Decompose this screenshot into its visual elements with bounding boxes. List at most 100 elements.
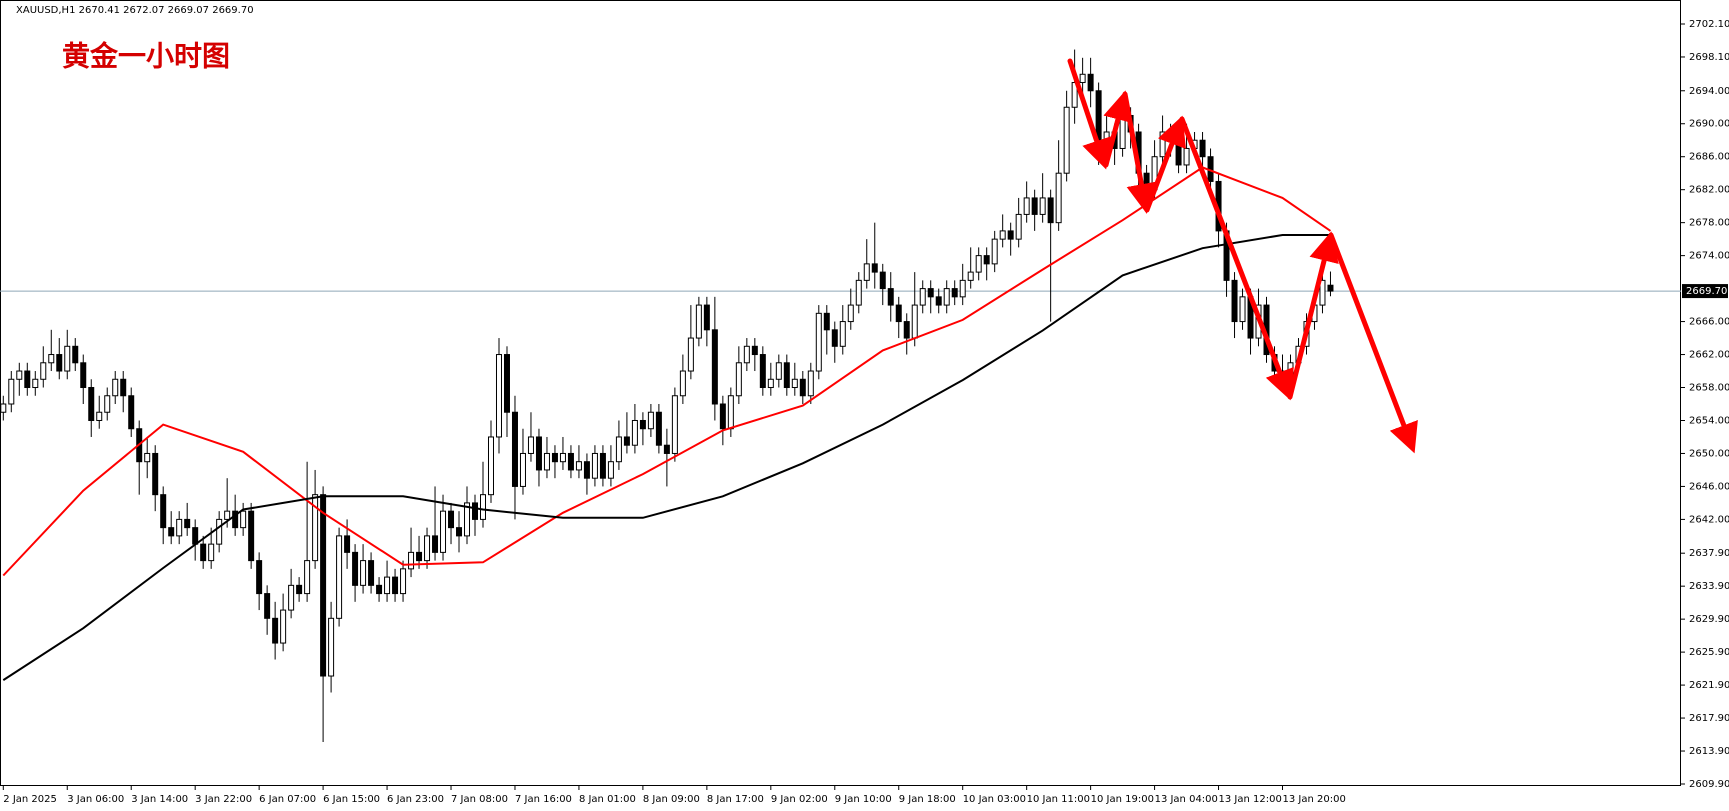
candle-body	[951, 288, 958, 298]
candle-body	[1119, 114, 1126, 149]
arrow	[1122, 91, 1157, 214]
candle-body	[192, 527, 199, 545]
candle-body	[639, 419, 646, 430]
candle-body	[927, 288, 934, 298]
arrow	[1328, 232, 1418, 454]
candle-body	[967, 271, 974, 281]
candle-body	[296, 584, 303, 595]
candle-body	[887, 288, 894, 306]
ma-line	[2, 166, 1332, 577]
candle-body	[400, 568, 407, 595]
candle-body	[168, 527, 175, 537]
candle-body	[304, 560, 311, 595]
candle-body	[184, 518, 191, 529]
candle-body	[224, 510, 231, 520]
price-label-box	[1682, 284, 1728, 299]
candle-body	[32, 378, 39, 389]
candle-body	[1079, 73, 1086, 84]
candle-body	[152, 452, 159, 496]
candle-body	[863, 263, 870, 281]
candle-body	[823, 312, 830, 331]
candle-body	[487, 436, 494, 496]
arrow	[1067, 58, 1111, 170]
candle-body	[48, 354, 55, 364]
candle-body	[847, 304, 854, 323]
candle-body	[599, 452, 606, 479]
candle-body	[264, 593, 271, 619]
candle-body	[871, 263, 878, 273]
x-tick-label: 9 Jan 02:00	[771, 794, 828, 805]
y-tick-label: 2633.90	[1689, 581, 1729, 592]
candle-body	[839, 321, 846, 347]
x-tick-label: 3 Jan 06:00	[67, 794, 124, 805]
x-tick-label: 10 Jan 19:00	[1091, 794, 1154, 805]
candle-body	[743, 345, 750, 364]
candle-body	[352, 551, 359, 586]
candle-body	[855, 279, 862, 306]
y-tick-label: 2662.00	[1689, 350, 1729, 361]
candle-body	[511, 411, 518, 487]
candle-body	[464, 502, 471, 537]
x-tick-label: 13 Jan 20:00	[1283, 794, 1346, 805]
candle-body	[775, 362, 782, 380]
candle-body	[8, 378, 15, 405]
candle-body	[615, 436, 622, 463]
candle-body	[735, 362, 742, 397]
x-tick-label: 10 Jan 11:00	[1027, 794, 1090, 805]
x-tick-label: 7 Jan 16:00	[515, 794, 572, 805]
candle-body	[1047, 197, 1054, 224]
candle-body	[24, 370, 31, 389]
y-tick-label: 2702.10	[1689, 19, 1729, 30]
candle-body	[671, 395, 678, 454]
candle-body	[248, 510, 255, 562]
candle-body	[919, 288, 926, 306]
arrows	[1067, 58, 1418, 454]
candle-body	[392, 576, 399, 595]
candle-body	[583, 461, 590, 479]
candle-body	[1063, 106, 1070, 174]
chart-header: XAUUSD,H1 2670.41 2672.07 2669.07 2669.7…	[16, 5, 254, 16]
candle-body	[703, 304, 710, 331]
candle-body	[1039, 197, 1046, 215]
arrow	[1144, 115, 1186, 213]
candle-body	[1031, 197, 1038, 215]
candle-body	[1087, 73, 1094, 92]
y-tick-label: 2625.90	[1689, 647, 1729, 658]
candle-body	[240, 510, 247, 529]
y-tick-label: 2654.00	[1689, 415, 1729, 426]
candle-body	[1007, 230, 1014, 240]
candle-body	[575, 461, 582, 471]
ma-line	[2, 234, 1331, 681]
candle-body	[128, 395, 135, 430]
candle-body	[687, 337, 694, 372]
candle-body	[503, 354, 510, 413]
candle-body	[935, 296, 942, 306]
x-tick-label: 6 Jan 15:00	[323, 794, 380, 805]
candle-body	[999, 230, 1006, 240]
x-tick-label: 6 Jan 07:00	[259, 794, 316, 805]
x-tick-label: 9 Jan 10:00	[835, 794, 892, 805]
candle-body	[480, 494, 486, 520]
candle-body	[344, 535, 351, 553]
candle-body	[519, 452, 526, 487]
x-tick-label: 3 Jan 22:00	[195, 794, 252, 805]
y-tick-label: 2609.90	[1689, 779, 1729, 790]
y-tick-label: 2642.00	[1689, 514, 1729, 525]
candle-body	[320, 494, 327, 677]
candle-body	[1199, 139, 1206, 158]
x-tick-label: 3 Jan 14:00	[131, 794, 188, 805]
candle-body	[535, 436, 542, 471]
candle-body	[440, 510, 447, 553]
candle-body	[1319, 279, 1326, 306]
candle-body	[799, 378, 806, 397]
candle-body	[448, 510, 455, 529]
candle-body	[112, 378, 119, 397]
arrow	[1179, 116, 1294, 401]
x-tick-label: 8 Jan 01:00	[579, 794, 636, 805]
candle-body	[1327, 284, 1334, 292]
candle-body	[879, 271, 886, 290]
candle-body	[424, 535, 431, 562]
candle-body	[975, 255, 982, 273]
